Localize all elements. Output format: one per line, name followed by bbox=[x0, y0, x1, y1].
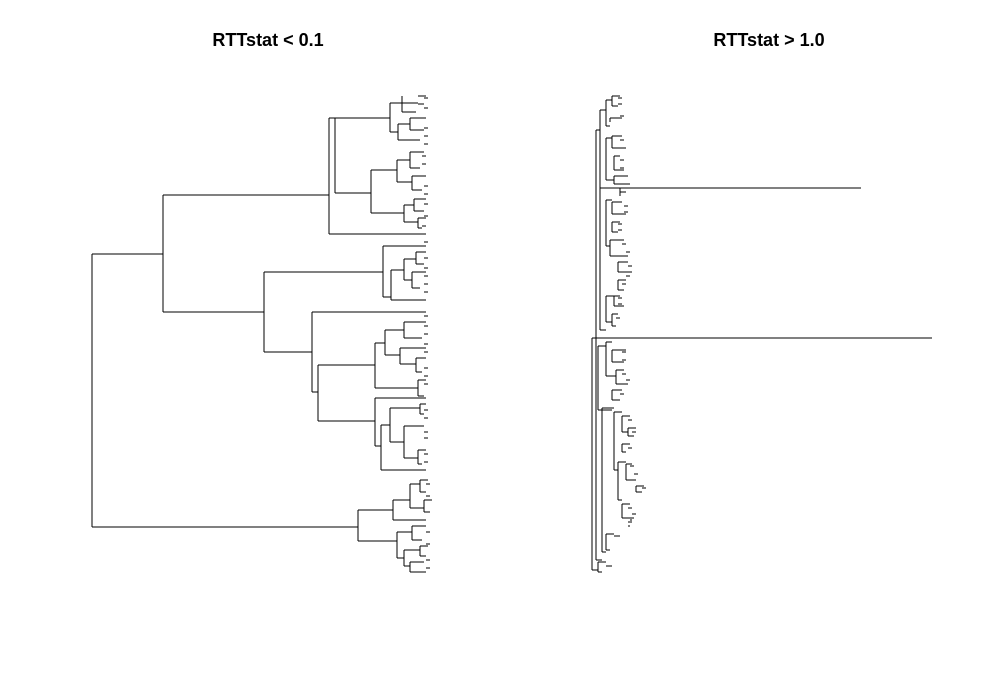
tree-branch bbox=[411, 251, 426, 289]
tree-branch bbox=[384, 321, 426, 356]
tree-branch bbox=[389, 403, 426, 443]
left-panel-title: RTTstat < 0.1 bbox=[212, 30, 324, 50]
tree-branch bbox=[91, 253, 358, 528]
tree-tips bbox=[422, 97, 430, 569]
tree-branch bbox=[399, 347, 426, 397]
tree-branch bbox=[601, 407, 614, 553]
tree-branch bbox=[390, 258, 426, 301]
tree-branch bbox=[611, 389, 622, 401]
tree-branch bbox=[621, 503, 634, 527]
tree-branch bbox=[370, 169, 404, 214]
right-panel-title: RTTstat > 1.0 bbox=[713, 30, 825, 50]
tree-branch bbox=[599, 109, 861, 331]
tree-branch bbox=[597, 561, 612, 573]
tree-branch bbox=[328, 117, 426, 235]
right-phylogenetic-tree bbox=[591, 95, 932, 573]
tree-branch bbox=[595, 129, 602, 561]
tree-branch bbox=[397, 117, 426, 141]
tree-branch bbox=[334, 117, 390, 194]
tree-branch bbox=[605, 341, 628, 385]
tree-branch bbox=[605, 135, 626, 181]
tree-branch bbox=[382, 245, 426, 298]
tree-branch bbox=[419, 479, 432, 513]
tree-branch bbox=[389, 95, 426, 133]
tree-branch bbox=[605, 95, 622, 127]
tree-branch bbox=[374, 342, 418, 389]
tree-branch bbox=[605, 199, 626, 247]
tree-branch bbox=[396, 151, 426, 191]
tree-branch bbox=[403, 525, 426, 567]
tree-branch bbox=[591, 337, 932, 571]
tree-branch bbox=[621, 443, 630, 453]
tree-branch bbox=[403, 425, 426, 465]
tree-branch bbox=[392, 483, 426, 521]
left-phylogenetic-tree bbox=[91, 95, 432, 573]
tree-tips bbox=[616, 97, 646, 523]
tree-branch bbox=[409, 545, 428, 573]
tree-branch bbox=[613, 411, 636, 471]
tree-branch bbox=[597, 345, 612, 411]
tree-branch bbox=[317, 364, 375, 422]
tree-branch bbox=[263, 271, 383, 353]
tree-branch bbox=[357, 509, 397, 542]
tree-branch bbox=[605, 295, 624, 327]
tree-branch bbox=[613, 175, 630, 196]
tree-branch bbox=[162, 194, 329, 313]
tree-branch bbox=[609, 239, 632, 291]
tree-branch bbox=[617, 461, 644, 501]
tree-branch bbox=[311, 311, 426, 393]
tree-branch bbox=[403, 198, 426, 229]
tree-branch bbox=[396, 531, 412, 559]
tree-branch bbox=[380, 424, 426, 471]
tree-branch bbox=[374, 397, 426, 447]
tree-branch bbox=[605, 533, 620, 551]
